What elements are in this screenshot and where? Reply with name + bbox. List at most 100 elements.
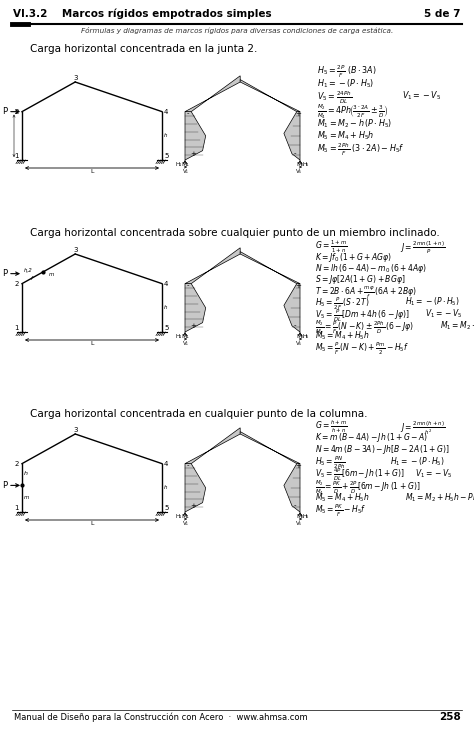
- Text: Manual de Diseño para la Construcción con Acero  ·  www.ahmsa.com: Manual de Diseño para la Construcción co…: [14, 712, 308, 722]
- Polygon shape: [240, 432, 300, 463]
- Text: $K = Jf_0\,(1+G+AG\varphi)$: $K = Jf_0\,(1+G+AG\varphi)$: [315, 251, 392, 264]
- Text: $V_1 = -V_5$: $V_1 = -V_5$: [402, 90, 441, 102]
- Text: V₁: V₁: [183, 341, 189, 346]
- Text: $M_1 = M_2+H_5 h$: $M_1 = M_2+H_5 h$: [440, 319, 474, 332]
- Text: P: P: [2, 481, 7, 490]
- Text: H₁: H₁: [176, 514, 182, 518]
- Text: 258: 258: [439, 712, 461, 722]
- Text: 5: 5: [164, 505, 168, 511]
- Text: $V_1 = -V_5$: $V_1 = -V_5$: [425, 308, 463, 321]
- Text: M₁: M₁: [181, 514, 189, 519]
- Text: $V_5 = \frac{24Ph}{DL}$: $V_5 = \frac{24Ph}{DL}$: [317, 90, 352, 106]
- Polygon shape: [284, 112, 300, 160]
- Text: $H_5 = \frac{P}{2F}\,(S\cdot 2T)$: $H_5 = \frac{P}{2F}\,(S\cdot 2T)$: [315, 296, 369, 312]
- Text: 3: 3: [73, 427, 77, 433]
- Polygon shape: [185, 283, 206, 332]
- Text: $M_5 = M_4 + H_5 h$: $M_5 = M_4 + H_5 h$: [315, 491, 370, 504]
- Text: $H_5 = \frac{2P}{F}\ (B\cdot 3A)$: $H_5 = \frac{2P}{F}\ (B\cdot 3A)$: [317, 64, 376, 81]
- Text: h: h: [164, 133, 167, 138]
- Text: -: -: [187, 463, 189, 468]
- Text: -: -: [294, 502, 296, 508]
- Text: $G = \frac{1+m}{1+n}$: $G = \frac{1+m}{1+n}$: [315, 239, 347, 255]
- Polygon shape: [284, 283, 300, 332]
- Text: 5 de 7: 5 de 7: [425, 9, 461, 19]
- Text: h: h: [164, 305, 167, 310]
- Text: $J = \frac{2mn\,(h+n)}{h^2}$: $J = \frac{2mn\,(h+n)}{h^2}$: [400, 419, 445, 437]
- Text: $V_5 = \frac{4P}{DL}\left[6m-Jh\,(1+G)\right]$: $V_5 = \frac{4P}{DL}\left[6m-Jh\,(1+G)\r…: [315, 467, 405, 483]
- Text: H₁: H₁: [176, 334, 182, 338]
- Text: V₁: V₁: [183, 521, 189, 526]
- Text: h: h: [164, 485, 167, 490]
- Text: M₁: M₁: [181, 162, 189, 167]
- Text: Fórmulas y diagramas de marcos rígidos para diversas condiciones de carga estáti: Fórmulas y diagramas de marcos rígidos p…: [81, 27, 393, 34]
- Text: -: -: [294, 150, 296, 157]
- Text: $G = \frac{h+m}{h+n}$: $G = \frac{h+m}{h+n}$: [315, 419, 347, 436]
- Text: $S = J\varphi\left[2A(1+G)+BG\varphi\right]$: $S = J\varphi\left[2A(1+G)+BG\varphi\rig…: [315, 273, 405, 286]
- Text: $M_5 = M_4 + H_5h$: $M_5 = M_4 + H_5h$: [317, 129, 374, 141]
- Text: M₁: M₁: [181, 334, 189, 339]
- Polygon shape: [284, 463, 300, 512]
- Text: h: h: [24, 471, 28, 476]
- Text: 1: 1: [15, 505, 19, 511]
- Text: m: m: [24, 495, 29, 500]
- Text: $\frac{M_2}{M_4} = 4Ph\!\left(\frac{3\cdot 2A}{2F} \pm \frac{3}{D}\right)$: $\frac{M_2}{M_4} = 4Ph\!\left(\frac{3\cd…: [317, 103, 389, 122]
- Text: H₅: H₅: [303, 334, 310, 338]
- Text: $M_5 = M_4 + H_5 h$: $M_5 = M_4 + H_5 h$: [315, 330, 370, 343]
- Text: 3: 3: [73, 247, 77, 253]
- Text: 5: 5: [164, 153, 168, 159]
- Text: $N = 4m\,(B-3A)-Jh\left[B-2A\,(1+G)\right]$: $N = 4m\,(B-3A)-Jh\left[B-2A\,(1+G)\righ…: [315, 443, 450, 456]
- Text: $M_1 = M_2 - h\,(P\cdot H_5)$: $M_1 = M_2 - h\,(P\cdot H_5)$: [317, 118, 392, 130]
- Text: Carga horizontal concentrada en la junta 2.: Carga horizontal concentrada en la junta…: [30, 44, 257, 54]
- Text: V₁: V₁: [183, 169, 189, 174]
- Text: H₅: H₅: [303, 162, 310, 166]
- Text: m: m: [48, 272, 54, 277]
- Text: P: P: [2, 107, 7, 116]
- Polygon shape: [240, 80, 300, 112]
- Text: M₅: M₅: [296, 334, 304, 339]
- Text: -: -: [187, 283, 189, 288]
- Text: -: -: [187, 111, 189, 116]
- Text: H₁: H₁: [176, 162, 182, 166]
- Text: L: L: [90, 169, 94, 174]
- Text: $V_1 = -V_5$: $V_1 = -V_5$: [415, 467, 453, 479]
- Text: +: +: [191, 151, 196, 157]
- Text: H₅: H₅: [303, 514, 310, 518]
- Text: +: +: [191, 503, 196, 509]
- Text: $M_5 = \frac{PK}{F} - H_5 f$: $M_5 = \frac{PK}{F} - H_5 f$: [315, 503, 366, 519]
- Text: $N = lh\,(6-4A)-m_0\,(6+4A\varphi)$: $N = lh\,(6-4A)-m_0\,(6+4A\varphi)$: [315, 262, 427, 275]
- Text: 4: 4: [164, 280, 168, 287]
- Text: -: -: [294, 322, 296, 329]
- Text: f: f: [31, 276, 33, 280]
- Text: 5: 5: [164, 325, 168, 331]
- Text: 4: 4: [164, 460, 168, 466]
- Text: 2: 2: [15, 460, 19, 466]
- Text: 3: 3: [73, 75, 77, 81]
- Text: P: P: [2, 269, 7, 278]
- Polygon shape: [185, 248, 240, 283]
- Polygon shape: [185, 427, 240, 463]
- Polygon shape: [185, 112, 206, 160]
- Text: $T = 2B\cdot 6A + \frac{m\varphi}{f}\,(6A+2B\varphi)$: $T = 2B\cdot 6A + \frac{m\varphi}{f}\,(6…: [315, 285, 417, 301]
- Polygon shape: [240, 252, 300, 283]
- Text: M₅: M₅: [296, 514, 304, 519]
- Text: +: +: [191, 323, 196, 329]
- Text: $M_5 = \frac{P}{F}\,(N-K)+\frac{Pm}{2}-H_5 f$: $M_5 = \frac{P}{F}\,(N-K)+\frac{Pm}{2}-H…: [315, 341, 409, 357]
- Text: V₅: V₅: [296, 169, 302, 174]
- Text: Carga horizontal concentrada en cualquier punto de la columna.: Carga horizontal concentrada en cualquie…: [30, 409, 367, 419]
- Text: $K = m\,(B-4A)-Jh\,(1+G-A)$: $K = m\,(B-4A)-Jh\,(1+G-A)$: [315, 431, 428, 444]
- Text: 1: 1: [15, 153, 19, 159]
- Text: Carga horizontal concentrada sobre cualquier punto de un miembro inclinado.: Carga horizontal concentrada sobre cualq…: [30, 228, 440, 238]
- Text: L: L: [90, 521, 94, 526]
- Text: 1: 1: [15, 325, 19, 331]
- Text: h,2: h,2: [24, 268, 33, 273]
- Polygon shape: [185, 463, 206, 512]
- Text: +: +: [295, 283, 301, 288]
- Text: +: +: [295, 463, 301, 468]
- Text: $M_5 = \frac{2Ph}{F}\ (3\cdot 2A) - H_5f$: $M_5 = \frac{2Ph}{F}\ (3\cdot 2A) - H_5f…: [317, 142, 405, 158]
- Text: L: L: [90, 341, 94, 346]
- Text: V₅: V₅: [296, 341, 302, 346]
- Text: $M_1 = M_2 + H_5 h - Pm$: $M_1 = M_2 + H_5 h - Pm$: [405, 491, 474, 504]
- Text: V₅: V₅: [296, 521, 302, 526]
- Text: $V_5 = \frac{P}{DL}\left[Dm+4h\,(6-J\varphi)\right]$: $V_5 = \frac{P}{DL}\left[Dm+4h\,(6-J\var…: [315, 308, 410, 324]
- Text: $J = \frac{2mn\,(1+n)}{P}$: $J = \frac{2mn\,(1+n)}{P}$: [400, 239, 445, 256]
